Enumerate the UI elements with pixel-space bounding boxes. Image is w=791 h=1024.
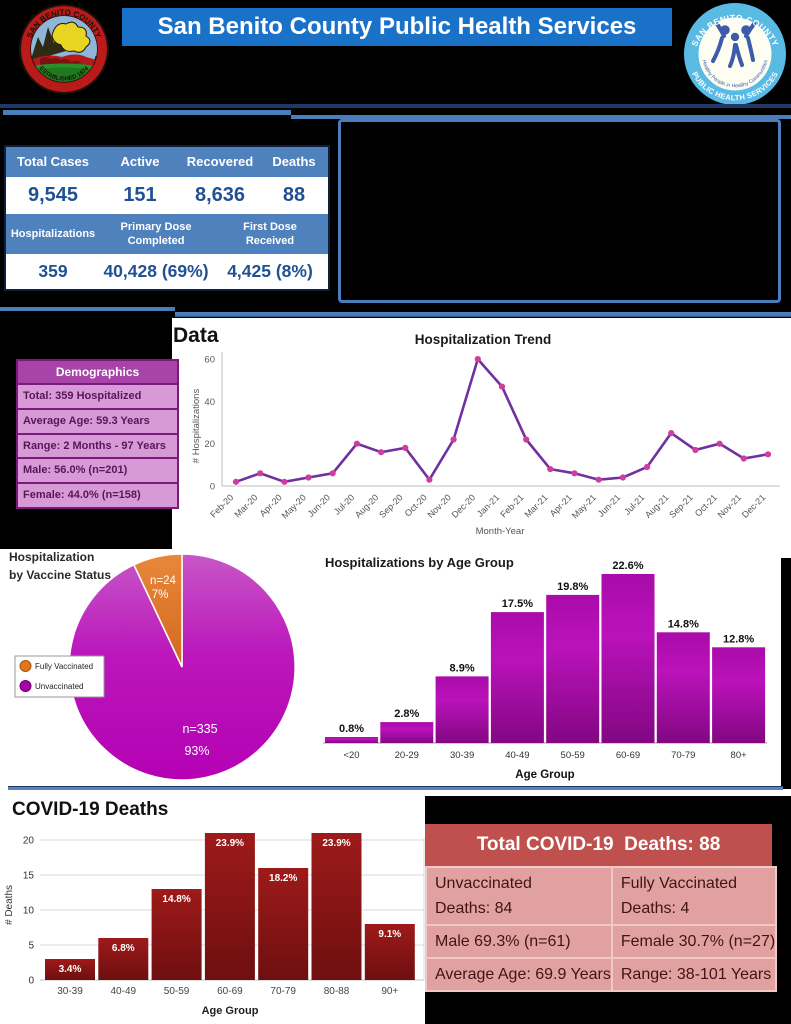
svg-text:Feb-20: Feb-20 <box>208 492 235 519</box>
svg-text:Unvaccinated: Unvaccinated <box>35 682 83 691</box>
svg-text:23.9%: 23.9% <box>322 838 350 849</box>
svg-text:0.8%: 0.8% <box>339 723 364 735</box>
svg-text:40-49: 40-49 <box>111 986 137 997</box>
svg-text:Dec-21: Dec-21 <box>740 492 768 520</box>
svg-text:40-49: 40-49 <box>505 750 529 761</box>
svg-text:22.6%: 22.6% <box>612 560 643 572</box>
svg-text:6.8%: 6.8% <box>112 943 135 954</box>
svg-text:Hospitalizations by Age Group: Hospitalizations by Age Group <box>325 555 514 570</box>
svg-text:50-59: 50-59 <box>164 986 190 997</box>
svg-text:Month-Year: Month-Year <box>476 526 525 537</box>
svg-text:50-59: 50-59 <box>561 750 585 761</box>
svg-text:Nov-21: Nov-21 <box>716 492 744 520</box>
svg-text:Oct-20: Oct-20 <box>403 492 429 518</box>
svg-text:20: 20 <box>23 836 35 847</box>
svg-text:80-88: 80-88 <box>324 986 350 997</box>
svg-text:15: 15 <box>23 871 35 882</box>
svg-text:Mar-21: Mar-21 <box>522 492 549 519</box>
svg-text:90+: 90+ <box>381 986 398 997</box>
svg-text:Hospitalization Trend: Hospitalization Trend <box>415 332 552 347</box>
svg-text:Jan-21: Jan-21 <box>475 492 502 519</box>
svg-text:93%: 93% <box>184 744 209 758</box>
svg-text:Nov-20: Nov-20 <box>425 492 453 520</box>
svg-text:17.5%: 17.5% <box>502 598 533 610</box>
svg-text:14.8%: 14.8% <box>668 618 699 630</box>
svg-text:n=24: n=24 <box>150 575 177 587</box>
svg-text:14.8%: 14.8% <box>162 894 190 905</box>
svg-text:20: 20 <box>204 439 215 450</box>
svg-text:Fully Vaccinated: Fully Vaccinated <box>35 662 93 671</box>
svg-text:Hospitalization: Hospitalization <box>9 550 94 564</box>
svg-text:7%: 7% <box>152 589 169 601</box>
svg-text:Sep-20: Sep-20 <box>377 492 405 520</box>
svg-text:Aug-21: Aug-21 <box>643 492 671 520</box>
svg-text:Mar-20: Mar-20 <box>232 492 259 519</box>
svg-text:3.4%: 3.4% <box>59 964 82 975</box>
svg-text:May-21: May-21 <box>570 492 598 520</box>
svg-text:Feb-21: Feb-21 <box>498 492 525 519</box>
svg-text:30-39: 30-39 <box>57 986 83 997</box>
svg-text:60: 60 <box>204 355 215 366</box>
svg-text:5: 5 <box>28 941 34 952</box>
svg-text:Dec-20: Dec-20 <box>450 492 478 520</box>
svg-text:9.1%: 9.1% <box>378 929 401 940</box>
svg-text:Jun-21: Jun-21 <box>596 492 623 519</box>
svg-text:Jun-20: Jun-20 <box>306 492 333 519</box>
svg-text:n=335: n=335 <box>182 722 217 736</box>
svg-text:by Vaccine Status: by Vaccine Status <box>9 568 111 582</box>
svg-text:# Hospitalizations: # Hospitalizations <box>191 389 202 464</box>
svg-text:12.8%: 12.8% <box>723 633 754 645</box>
svg-text:20-29: 20-29 <box>395 750 419 761</box>
svg-text:30-39: 30-39 <box>450 750 474 761</box>
svg-text:# Deaths: # Deaths <box>4 885 15 925</box>
svg-text:40: 40 <box>204 397 215 408</box>
svg-text:10: 10 <box>23 906 35 917</box>
svg-text:May-20: May-20 <box>280 492 308 520</box>
svg-text:8.9%: 8.9% <box>450 662 475 674</box>
svg-text:23.9%: 23.9% <box>216 838 244 849</box>
svg-text:Sep-21: Sep-21 <box>667 492 695 520</box>
svg-text:80+: 80+ <box>731 750 748 761</box>
svg-text:18.2%: 18.2% <box>269 873 297 884</box>
svg-text:Age Group: Age Group <box>515 769 574 781</box>
svg-text:2.8%: 2.8% <box>394 708 419 720</box>
svg-text:70-79: 70-79 <box>270 986 296 997</box>
svg-text:60-69: 60-69 <box>616 750 640 761</box>
svg-text:Oct-21: Oct-21 <box>693 492 719 518</box>
svg-text:19.8%: 19.8% <box>557 581 588 593</box>
svg-text:Aug-20: Aug-20 <box>353 492 381 520</box>
svg-text:0: 0 <box>210 482 215 493</box>
svg-text:Age Group: Age Group <box>202 1005 259 1017</box>
svg-text:70-79: 70-79 <box>671 750 695 761</box>
svg-text:60-69: 60-69 <box>217 986 243 997</box>
svg-text:<20: <20 <box>343 750 359 761</box>
svg-text:0: 0 <box>28 976 34 987</box>
